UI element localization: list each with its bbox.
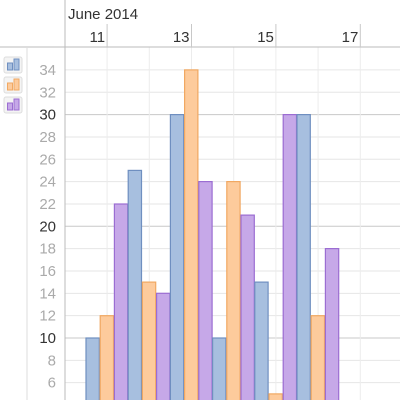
y-tick-label: 28 (39, 129, 56, 146)
bar[interactable] (282, 113, 298, 400)
bar[interactable] (156, 292, 171, 400)
x-tick-label: 11 (90, 29, 106, 46)
y-tick-label: 8 (48, 352, 56, 369)
bar[interactable] (141, 281, 157, 400)
bar[interactable] (85, 337, 100, 400)
legend-swatch (13, 98, 20, 111)
x-tick-label: 13 (173, 29, 190, 46)
y-tick-label: 26 (39, 151, 56, 168)
y-tick-label: 34 (39, 62, 56, 79)
x-tick-label: 15 (257, 29, 274, 46)
legend-swatch (7, 82, 13, 91)
y-tick-label: 20 (39, 218, 56, 235)
month-label: June 2014 (68, 6, 138, 23)
y-tick-label: 32 (39, 84, 56, 101)
y-tick-label: 16 (39, 263, 56, 280)
bar[interactable] (99, 315, 115, 400)
legend (3, 56, 23, 114)
bar[interactable] (296, 113, 311, 400)
legend-item[interactable] (3, 96, 23, 114)
y-tick-label: 24 (39, 174, 56, 191)
bar[interactable] (254, 281, 269, 400)
legend-swatch (13, 58, 20, 71)
y-tick-label: 30 (39, 107, 56, 124)
bar[interactable] (169, 113, 185, 400)
legend-swatch (7, 62, 13, 71)
x-tick-label: 17 (342, 29, 359, 46)
y-tick-label: 14 (39, 285, 56, 302)
bar[interactable] (212, 337, 227, 400)
legend-item[interactable] (3, 76, 23, 94)
y-tick-label: 10 (39, 330, 56, 347)
bar[interactable] (240, 214, 255, 400)
legend-item[interactable] (3, 56, 23, 74)
bar[interactable] (268, 393, 283, 400)
y-tick-label: 6 (48, 375, 56, 392)
y-tick-label: 22 (39, 196, 56, 213)
bar[interactable] (324, 248, 340, 400)
legend-swatch (13, 78, 20, 91)
x-tick-labels: 11 13 15 17 (90, 24, 361, 47)
y-tick-label: 18 (39, 241, 56, 258)
bar[interactable] (198, 181, 213, 400)
bars (85, 69, 340, 400)
bar[interactable] (113, 203, 129, 400)
y-tick-label: 12 (39, 308, 56, 325)
bar[interactable] (310, 315, 326, 400)
bar[interactable] (127, 169, 143, 400)
legend-swatch (7, 102, 13, 111)
bar[interactable] (226, 181, 241, 400)
y-tick-labels: 6 8 10 12 14 16 18 20 22 24 26 28 30 32 34 (39, 62, 56, 392)
bar[interactable] (184, 69, 199, 400)
